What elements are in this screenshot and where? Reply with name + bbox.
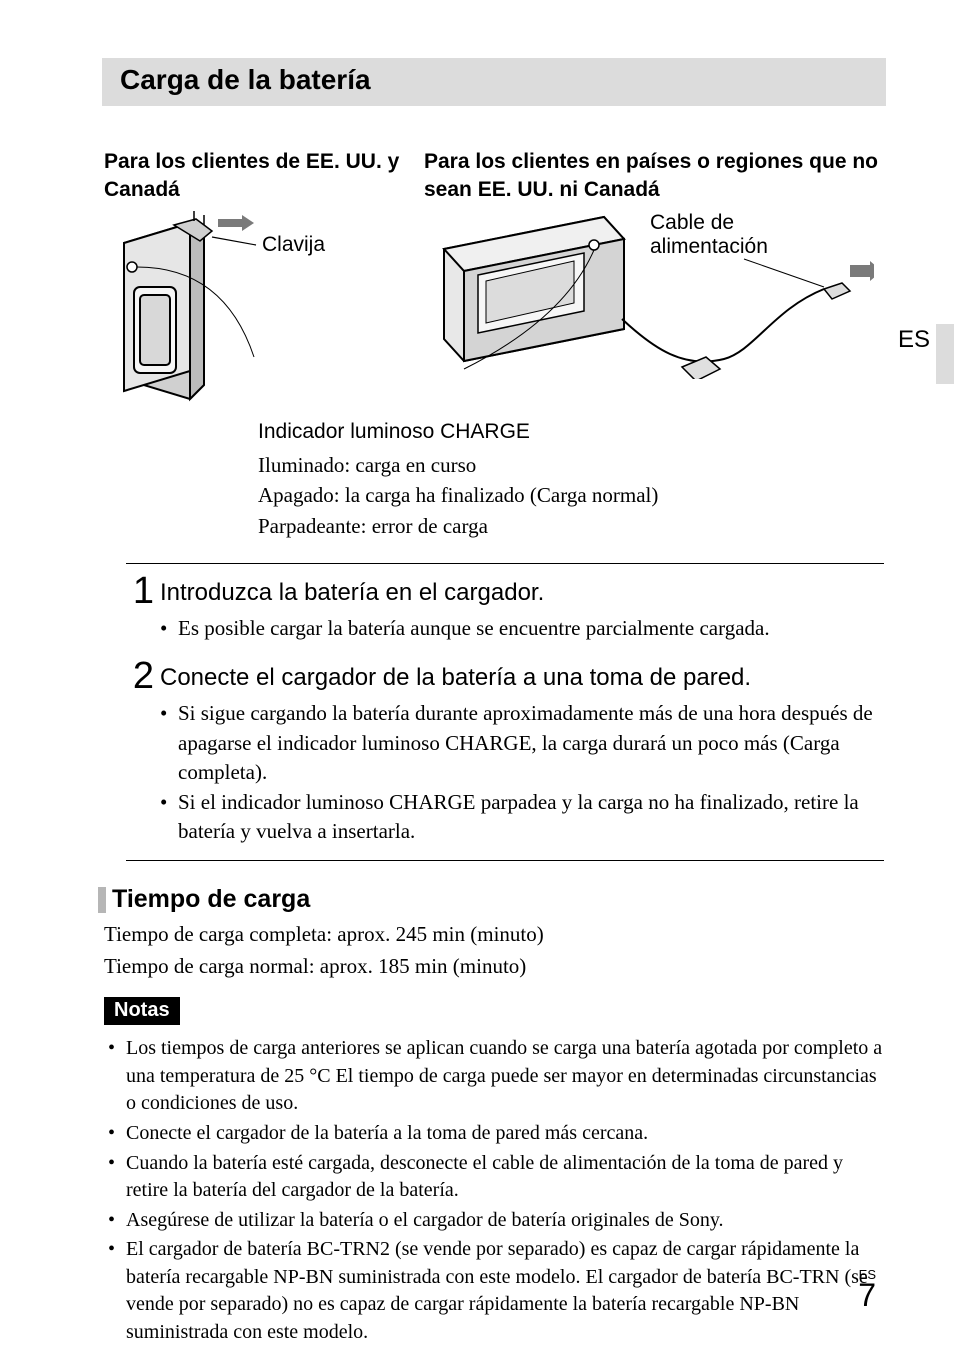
note-item: Asegúrese de utilizar la batería o el ca…	[104, 1207, 884, 1235]
section-title-bar: Carga de la batería	[102, 58, 886, 106]
side-lang-label: ES	[898, 326, 930, 354]
charging-time-line-2: Tiempo de carga normal: aprox. 185 min (…	[104, 952, 884, 981]
charge-state-lit: Iluminado: carga en curso	[258, 450, 884, 480]
heading-marker-icon	[98, 887, 106, 913]
notes-list: Los tiempos de carga anteriores se aplic…	[104, 1035, 884, 1347]
right-subheading: Para los clientes en países o regiones q…	[424, 148, 884, 205]
step-number: 1	[126, 570, 154, 643]
step-number: 2	[126, 655, 154, 846]
charger-us-diagram: Clavija	[104, 209, 404, 409]
page-number: 7	[858, 1277, 876, 1313]
charge-state-blink: Parpadeante: error de carga	[258, 511, 884, 541]
cord-label-b: alimentación	[650, 235, 768, 258]
side-tab	[936, 324, 954, 384]
step-2-bullet-2: Si el indicador luminoso CHARGE parpadea…	[160, 788, 884, 847]
diagram-row: Para los clientes de EE. UU. y Canadá	[104, 148, 884, 414]
charge-state-off: Apagado: la carga ha finalizado (Carga n…	[258, 480, 884, 510]
charger-intl-diagram: Cable de alimentación	[424, 209, 874, 379]
charging-time-line-1: Tiempo de carga completa: aprox. 245 min…	[104, 920, 884, 949]
steps-section: 1 Introduzca la batería en el cargador. …	[126, 563, 884, 861]
charge-indicator-heading: Indicador luminoso CHARGE	[258, 420, 884, 444]
step-2-title: Conecte el cargador de la batería a una …	[160, 655, 884, 693]
left-subheading: Para los clientes de EE. UU. y Canadá	[104, 148, 424, 205]
note-item: Los tiempos de carga anteriores se aplic…	[104, 1035, 884, 1118]
cord-label-a: Cable de	[650, 211, 734, 234]
manual-page: Carga de la batería Para los clientes de…	[0, 0, 954, 1345]
subsection-heading: Tiempo de carga	[98, 885, 884, 914]
diagram-right-column: Para los clientes en países o regiones q…	[424, 148, 884, 414]
notes-label-box: Notas	[104, 997, 180, 1025]
charging-time-heading: Tiempo de carga	[112, 885, 310, 914]
step-1-title: Introduzca la batería en el cargador.	[160, 570, 884, 608]
step-2-bullet-1: Si sigue cargando la batería durante apr…	[160, 699, 884, 787]
note-item: Cuando la batería esté cargada, desconec…	[104, 1150, 884, 1205]
charge-indicator-block: Indicador luminoso CHARGE Iluminado: car…	[258, 420, 884, 541]
step-1: 1 Introduzca la batería en el cargador. …	[126, 570, 884, 643]
step-2: 2 Conecte el cargador de la batería a un…	[126, 655, 884, 846]
page-title: Carga de la batería	[120, 64, 868, 96]
diagram-left-column: Para los clientes de EE. UU. y Canadá	[104, 148, 424, 414]
plug-label: Clavija	[262, 233, 325, 256]
page-footer: ES 7	[858, 1268, 876, 1311]
note-item: El cargador de batería BC-TRN2 (se vende…	[104, 1236, 884, 1346]
step-1-bullet: Es posible cargar la batería aunque se e…	[160, 614, 884, 643]
note-item: Conecte el cargador de la batería a la t…	[104, 1120, 884, 1148]
